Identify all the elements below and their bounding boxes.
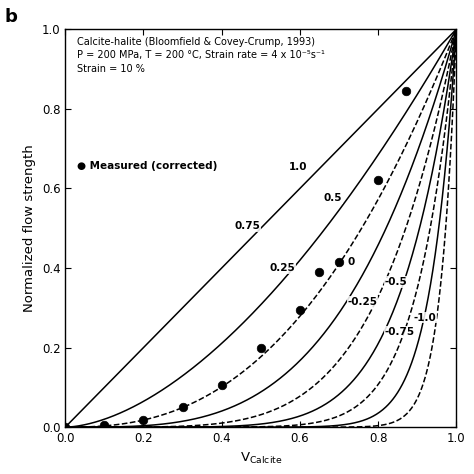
Point <box>296 306 304 314</box>
Y-axis label: Normalized flow strength: Normalized flow strength <box>23 144 36 312</box>
Point <box>335 258 343 266</box>
Text: 0.75: 0.75 <box>234 221 260 231</box>
Text: Calcite-halite (Bloomfield & Covey-Crump, 1993)
P = 200 MPa, T = 200 °C, Strain : Calcite-halite (Bloomfield & Covey-Crump… <box>77 37 325 73</box>
Text: -0.25: -0.25 <box>347 297 377 307</box>
Point <box>218 382 226 389</box>
Point <box>100 421 108 429</box>
Point <box>257 344 264 351</box>
Text: -0.5: -0.5 <box>384 277 407 287</box>
Text: -0.75: -0.75 <box>384 327 415 337</box>
Text: ● Measured (corrected): ● Measured (corrected) <box>77 161 218 171</box>
Text: 0: 0 <box>347 257 355 267</box>
Point <box>179 403 186 411</box>
Text: 0.5: 0.5 <box>324 193 342 203</box>
Point <box>374 177 382 184</box>
Point <box>402 87 410 95</box>
Text: 1.0: 1.0 <box>289 162 307 172</box>
Text: b: b <box>5 8 18 26</box>
Point <box>316 268 323 276</box>
Point <box>62 423 69 431</box>
Text: -1.0: -1.0 <box>414 313 437 323</box>
X-axis label: V$_\mathregular{Calcite}$: V$_\mathregular{Calcite}$ <box>239 451 282 465</box>
Point <box>140 416 147 424</box>
Text: 0.25: 0.25 <box>269 263 295 273</box>
